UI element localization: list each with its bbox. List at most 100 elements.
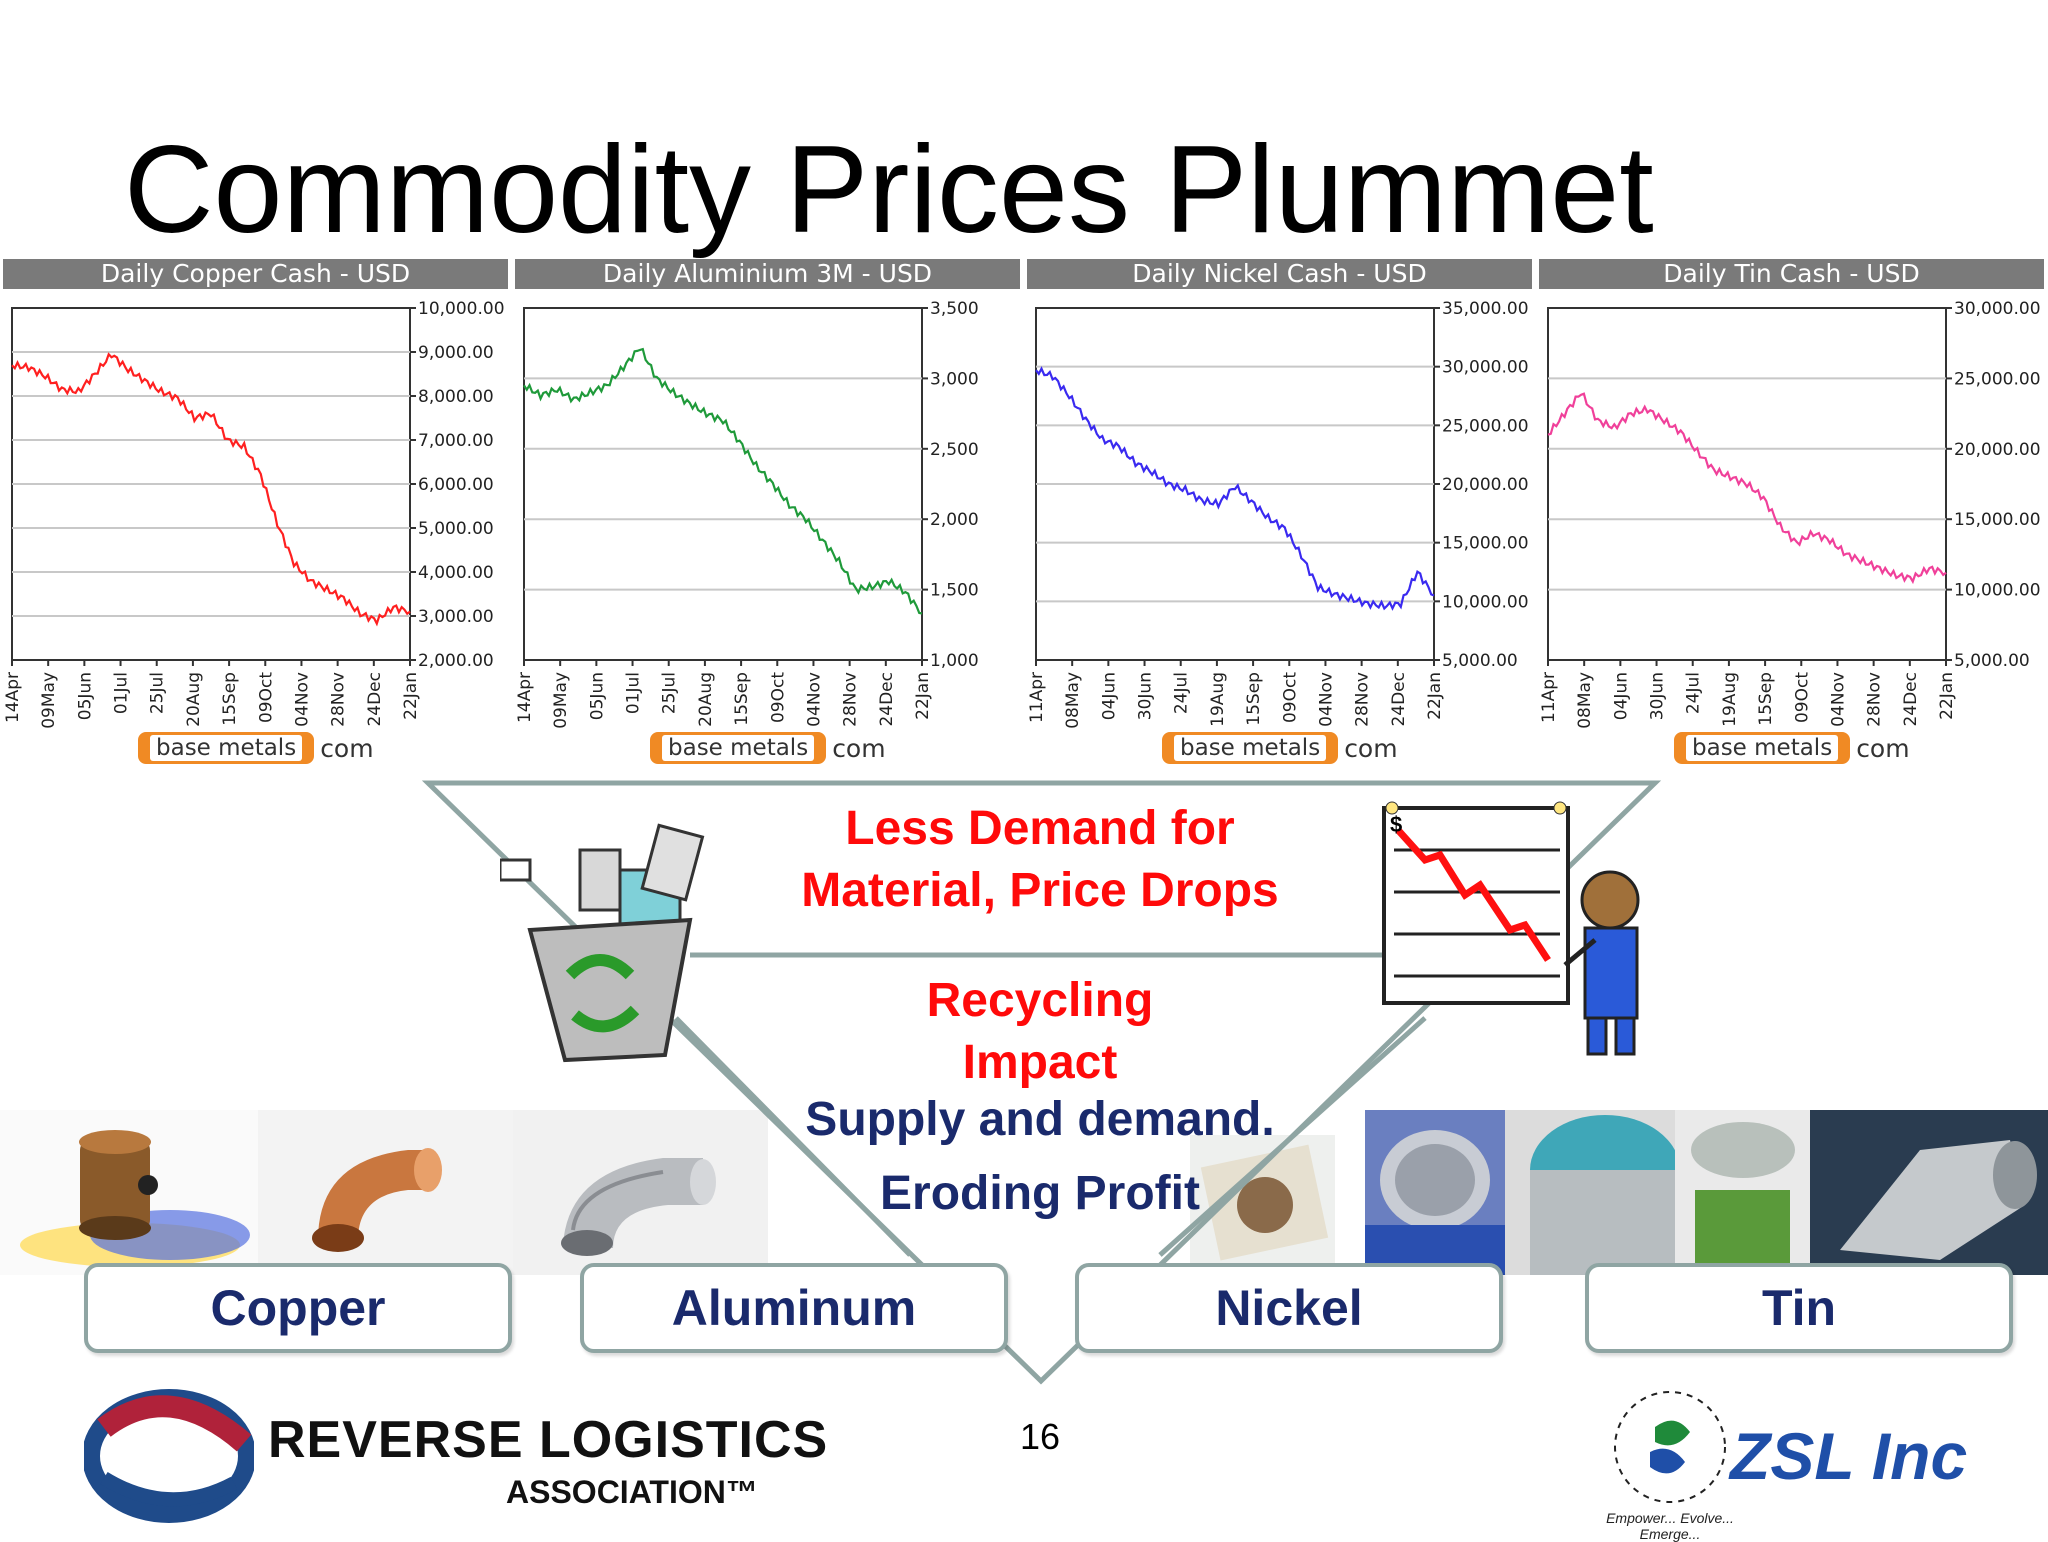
- x-tick-label: 04Nov: [292, 672, 312, 727]
- x-tick-label: 24Dec: [365, 672, 385, 727]
- x-tick-label: 04Nov: [1828, 672, 1848, 727]
- rla-logo-main: REVERSE LOGISTICS: [268, 1411, 829, 1469]
- y-tick-label: 10,000.00: [1442, 592, 1529, 612]
- x-tick-label: 24Jul: [1172, 672, 1192, 714]
- x-tick-label: 14Apr: [515, 672, 535, 723]
- y-tick-label: 5,000.00: [1954, 651, 2030, 671]
- nickel-chart: 35,000.00 30,000.00 25,000.00 20,000.00 15,0…: [1027, 299, 1529, 729]
- y-tick-label: 8,000.00: [418, 387, 494, 407]
- aluminium-chart: 3,500 3,000 2,500 2,000 1,500 1,000 14Apr 09May…: [515, 299, 979, 729]
- x-tick-label: 28Nov: [1865, 672, 1885, 727]
- bean-can-photo: [1675, 1110, 1810, 1275]
- page-number: 16: [1020, 1416, 1061, 1457]
- less-demand-text: Less Demand for Material, Price Drops: [801, 802, 1279, 917]
- y-tick-label: 15,000.00: [1954, 510, 2041, 530]
- brand-pill-text: base metals: [662, 735, 815, 761]
- basemetals-logo-aluminium: base metals com: [650, 731, 886, 765]
- x-tick-label: 19Aug: [1720, 672, 1740, 727]
- recycle-bin-icon: [500, 823, 705, 1063]
- x-tick-label: 15Sep: [1756, 672, 1776, 726]
- supply-demand-text: Supply and demand.: [805, 1093, 1275, 1146]
- y-tick-label: 1,000: [930, 651, 979, 671]
- plot-area: [1547, 307, 1947, 661]
- rla-logo-sub: ASSOCIATION™: [506, 1474, 758, 1510]
- y-tick-label: 30,000.00: [1442, 358, 1529, 378]
- x-tick-label: 19Aug: [1208, 672, 1228, 727]
- x-tick-label: 09May: [39, 672, 59, 729]
- tin-chart: 30,000.00 25,000.00 20,000.00 15,000.00 10,0…: [1539, 299, 2041, 729]
- brand-pill-text: base metals: [150, 735, 303, 761]
- x-tick-label: 09Oct: [256, 672, 276, 723]
- svg-text:$: $: [1390, 812, 1402, 837]
- series-line: [1547, 392, 1947, 585]
- metal-label-nickel: Nickel: [1075, 1263, 1503, 1353]
- y-tick-label: 35,000.00: [1442, 299, 1529, 319]
- x-tick-label: 25Jul: [148, 672, 168, 714]
- brand-domain: com: [320, 733, 374, 763]
- chart-title-copper: Daily Copper Cash - USD: [3, 259, 508, 289]
- eroding-profit-text: Eroding Profit: [880, 1167, 1200, 1220]
- brand-pill-text: base metals: [1686, 735, 1839, 761]
- y-tick-label: 3,500: [930, 299, 979, 319]
- y-tick-label: 25,000.00: [1442, 416, 1529, 436]
- x-tick-label: 09Oct: [768, 672, 788, 723]
- y-tick-label: 5,000.00: [418, 519, 494, 539]
- copper-chart: 10,000.00 9,000.00 8,000.00 7,000.00 6,000.0…: [3, 299, 505, 729]
- x-tick-label: 20Aug: [184, 672, 204, 727]
- y-tick-label: 2,000: [930, 510, 979, 530]
- x-tick-label: 28Nov: [1353, 672, 1373, 727]
- basemetals-logo-tin: base metals com: [1674, 731, 1910, 765]
- basemetals-logo-nickel: base metals com: [1162, 731, 1398, 765]
- y-tick-label: 3,000.00: [418, 607, 494, 627]
- x-tick-label: 24Jul: [1684, 672, 1704, 714]
- x-tick-label: 24Dec: [1389, 672, 1409, 727]
- x-tick-label: 08May: [1063, 672, 1083, 729]
- x-tick-label: 09May: [551, 672, 571, 729]
- x-tick-label: 22Jan: [401, 672, 421, 720]
- x-tick-label: 15Sep: [732, 672, 752, 726]
- x-tick-label: 04Jun: [1099, 672, 1119, 720]
- zsl-logo-text: ZSL Inc: [1730, 1419, 1968, 1493]
- x-tick-label: 24Dec: [1901, 672, 1921, 727]
- y-tick-label: 2,000.00: [418, 651, 494, 671]
- y-tick-label: 10,000.00: [1954, 581, 2041, 601]
- y-tick-label: 25,000.00: [1954, 369, 2041, 389]
- x-tick-label: 28Nov: [329, 672, 349, 727]
- plot-area: [523, 307, 923, 661]
- x-tick-label: 01Jul: [624, 672, 644, 714]
- slide-title: Commodity Prices Plummet: [124, 121, 1654, 259]
- x-tick-label: 01Jul: [112, 672, 132, 714]
- y-tick-label: 10,000.00: [418, 299, 505, 319]
- crushed-can-photo: [1810, 1110, 2048, 1275]
- series-line: [1035, 366, 1435, 611]
- aluminum-elbow-photo: [513, 1110, 768, 1275]
- brand-domain: com: [1344, 733, 1398, 763]
- recycling-impact-text: Recycling Impact: [926, 974, 1154, 1089]
- copper-elbow-photo: [258, 1110, 513, 1275]
- zsl-logo-ring-icon: [1614, 1391, 1726, 1503]
- y-tick-label: 2,500: [930, 440, 979, 460]
- brand-domain: com: [1856, 733, 1910, 763]
- paint-can-photo: [1505, 1110, 1675, 1275]
- x-tick-label: 15Sep: [1244, 672, 1264, 726]
- x-tick-label: 20Aug: [696, 672, 716, 727]
- x-tick-label: 05Jun: [75, 672, 95, 720]
- chart-title-tin: Daily Tin Cash - USD: [1539, 259, 2044, 289]
- x-tick-label: 22Jan: [913, 672, 933, 720]
- x-tick-label: 15Sep: [220, 672, 240, 726]
- y-tick-label: 3,000: [930, 369, 979, 389]
- y-tick-label: 30,000.00: [1954, 299, 2041, 319]
- x-tick-label: 24Dec: [877, 672, 897, 727]
- falling-price-presenter-icon: $: [1382, 801, 1640, 1056]
- x-tick-label: 30Jun: [1648, 672, 1668, 720]
- nickel-photo: [1190, 1135, 1335, 1275]
- x-tick-label: 11Apr: [1027, 672, 1047, 723]
- y-tick-label: 15,000.00: [1442, 534, 1529, 554]
- metal-label-aluminum: Aluminum: [580, 1263, 1008, 1353]
- x-tick-label: 04Nov: [1316, 672, 1336, 727]
- chart-title-nickel: Daily Nickel Cash - USD: [1027, 259, 1532, 289]
- zsl-logo-ring-text: Empower... Evolve... Emerge...: [1606, 1510, 1734, 1542]
- copper-coil-photo: [0, 1110, 258, 1275]
- x-tick-label: 14Apr: [3, 672, 23, 723]
